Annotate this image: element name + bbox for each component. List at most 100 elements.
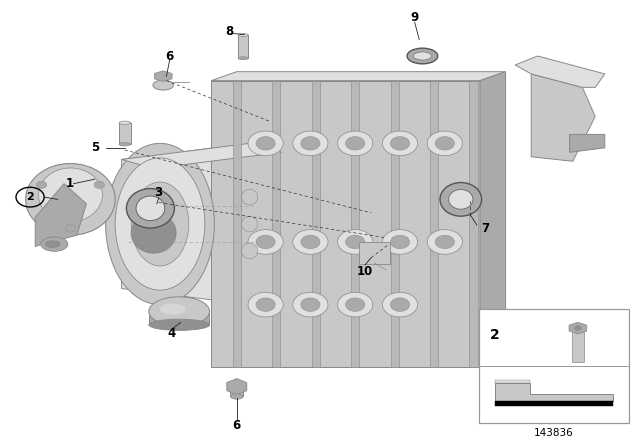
Text: 143836: 143836 [534, 428, 574, 438]
Ellipse shape [428, 229, 462, 254]
Text: 2: 2 [26, 192, 34, 202]
Ellipse shape [160, 304, 186, 314]
Text: 3: 3 [155, 186, 163, 199]
Ellipse shape [301, 235, 320, 249]
Ellipse shape [390, 235, 410, 249]
Ellipse shape [238, 34, 248, 36]
FancyBboxPatch shape [572, 332, 584, 362]
Ellipse shape [346, 235, 365, 249]
Ellipse shape [242, 243, 258, 258]
Circle shape [65, 225, 76, 232]
Circle shape [94, 181, 104, 188]
Ellipse shape [383, 293, 418, 317]
Polygon shape [390, 81, 399, 367]
Ellipse shape [45, 240, 61, 248]
FancyBboxPatch shape [359, 242, 390, 264]
Ellipse shape [292, 131, 328, 155]
Text: 5: 5 [91, 141, 99, 155]
Polygon shape [495, 383, 613, 401]
Circle shape [36, 181, 47, 188]
Text: 8: 8 [225, 25, 234, 38]
Ellipse shape [407, 48, 438, 64]
Polygon shape [272, 81, 280, 367]
Circle shape [574, 325, 582, 331]
Ellipse shape [428, 131, 462, 155]
Ellipse shape [26, 164, 115, 235]
Ellipse shape [119, 121, 131, 125]
Ellipse shape [301, 137, 320, 150]
Ellipse shape [292, 229, 328, 254]
Ellipse shape [106, 143, 214, 305]
Polygon shape [35, 184, 86, 246]
Ellipse shape [149, 297, 210, 326]
Ellipse shape [153, 80, 173, 90]
Ellipse shape [115, 158, 205, 290]
Ellipse shape [41, 237, 68, 251]
Text: 9: 9 [411, 11, 419, 25]
Text: 6: 6 [233, 419, 241, 432]
Ellipse shape [242, 216, 258, 232]
Ellipse shape [149, 319, 210, 331]
Polygon shape [149, 311, 209, 325]
Text: 4: 4 [168, 327, 175, 340]
Ellipse shape [256, 298, 275, 311]
Ellipse shape [346, 298, 365, 311]
Ellipse shape [248, 293, 283, 317]
Polygon shape [312, 81, 320, 367]
Text: 6: 6 [166, 49, 173, 63]
Ellipse shape [413, 52, 431, 60]
Polygon shape [495, 380, 530, 383]
Ellipse shape [248, 131, 283, 155]
Ellipse shape [248, 229, 283, 254]
Polygon shape [233, 81, 241, 367]
Ellipse shape [338, 131, 373, 155]
Text: 7: 7 [481, 222, 489, 235]
Ellipse shape [292, 293, 328, 317]
Ellipse shape [301, 298, 320, 311]
Polygon shape [495, 401, 613, 406]
Polygon shape [570, 134, 605, 152]
Ellipse shape [338, 293, 373, 317]
Ellipse shape [238, 57, 248, 60]
Ellipse shape [131, 182, 189, 266]
Ellipse shape [131, 213, 176, 253]
Polygon shape [211, 72, 506, 81]
Ellipse shape [440, 182, 481, 216]
Ellipse shape [38, 168, 102, 222]
Ellipse shape [383, 131, 418, 155]
Ellipse shape [126, 189, 174, 228]
Polygon shape [238, 35, 248, 58]
Polygon shape [515, 56, 605, 87]
Polygon shape [230, 387, 243, 396]
Text: 10: 10 [356, 264, 373, 278]
Polygon shape [569, 322, 587, 334]
Ellipse shape [383, 229, 418, 254]
Ellipse shape [390, 137, 410, 150]
Polygon shape [154, 71, 172, 82]
Ellipse shape [390, 298, 410, 311]
Ellipse shape [242, 189, 258, 205]
Polygon shape [480, 72, 506, 367]
Ellipse shape [449, 190, 473, 209]
Ellipse shape [256, 235, 275, 249]
Polygon shape [119, 123, 131, 144]
Ellipse shape [256, 137, 275, 150]
Ellipse shape [119, 142, 131, 146]
FancyBboxPatch shape [479, 309, 629, 423]
Text: 1: 1 [65, 177, 74, 190]
Polygon shape [227, 379, 247, 395]
Ellipse shape [136, 196, 165, 220]
Polygon shape [211, 81, 480, 367]
Polygon shape [122, 143, 250, 305]
Polygon shape [531, 74, 595, 161]
Ellipse shape [230, 394, 243, 399]
Ellipse shape [435, 137, 454, 150]
Ellipse shape [435, 235, 454, 249]
Polygon shape [122, 143, 282, 168]
Polygon shape [430, 81, 438, 367]
Ellipse shape [346, 137, 365, 150]
Polygon shape [351, 81, 359, 367]
Polygon shape [470, 81, 477, 367]
Ellipse shape [338, 229, 373, 254]
Text: 2: 2 [490, 328, 500, 342]
